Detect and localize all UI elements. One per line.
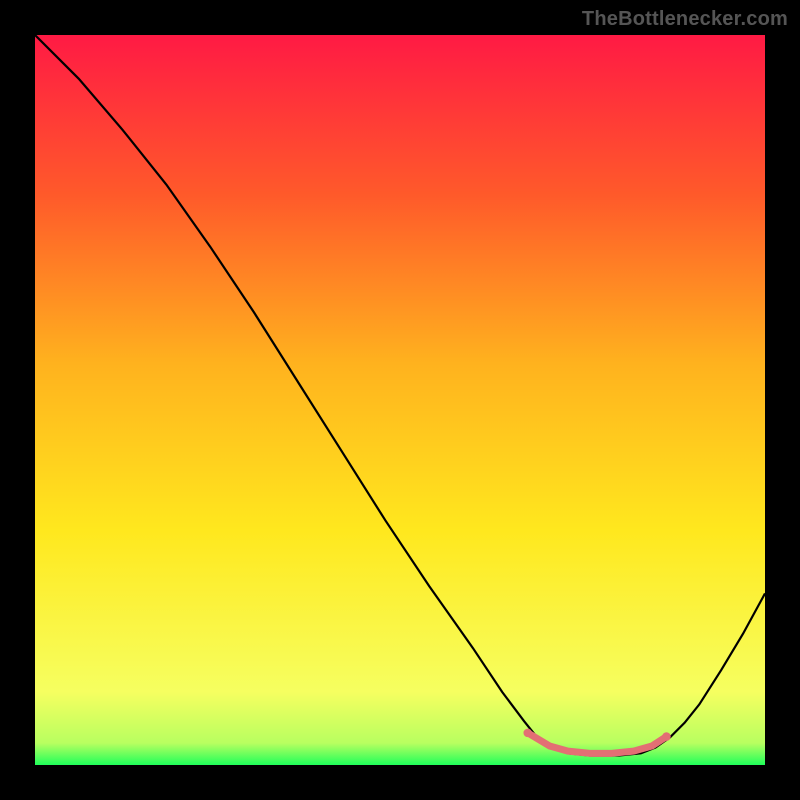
bottleneck-curve <box>35 35 765 756</box>
curve-svg <box>35 35 765 765</box>
highlight-start-dot <box>523 729 532 738</box>
highlight-end-dot <box>662 732 671 741</box>
watermark-text: TheBottlenecker.com <box>582 8 788 31</box>
optimal-range-highlight <box>528 733 667 753</box>
plot-gradient-area <box>35 35 765 765</box>
chart-container: TheBottlenecker.com <box>0 0 800 800</box>
